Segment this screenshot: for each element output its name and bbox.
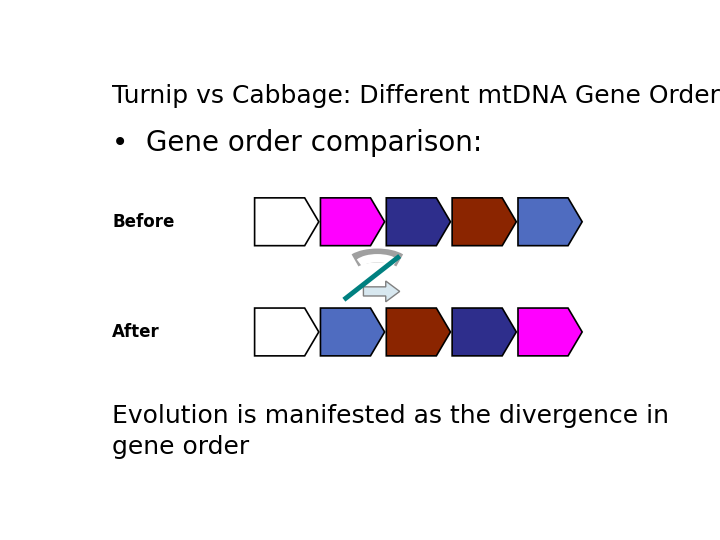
Polygon shape [387, 198, 451, 246]
Text: After: After [112, 323, 160, 341]
Text: •  Gene order comparison:: • Gene order comparison: [112, 129, 482, 157]
Text: Turnip vs Cabbage: Different mtDNA Gene Order: Turnip vs Cabbage: Different mtDNA Gene … [112, 84, 720, 107]
Polygon shape [255, 308, 319, 356]
Polygon shape [518, 308, 582, 356]
Polygon shape [364, 281, 400, 302]
Polygon shape [387, 308, 451, 356]
Polygon shape [320, 308, 384, 356]
Polygon shape [452, 308, 516, 356]
Text: Evolution is manifested as the divergence in
gene order: Evolution is manifested as the divergenc… [112, 404, 670, 460]
Polygon shape [452, 198, 516, 246]
Polygon shape [320, 198, 384, 246]
Text: Before: Before [112, 213, 175, 231]
Polygon shape [255, 198, 319, 246]
Polygon shape [518, 198, 582, 246]
